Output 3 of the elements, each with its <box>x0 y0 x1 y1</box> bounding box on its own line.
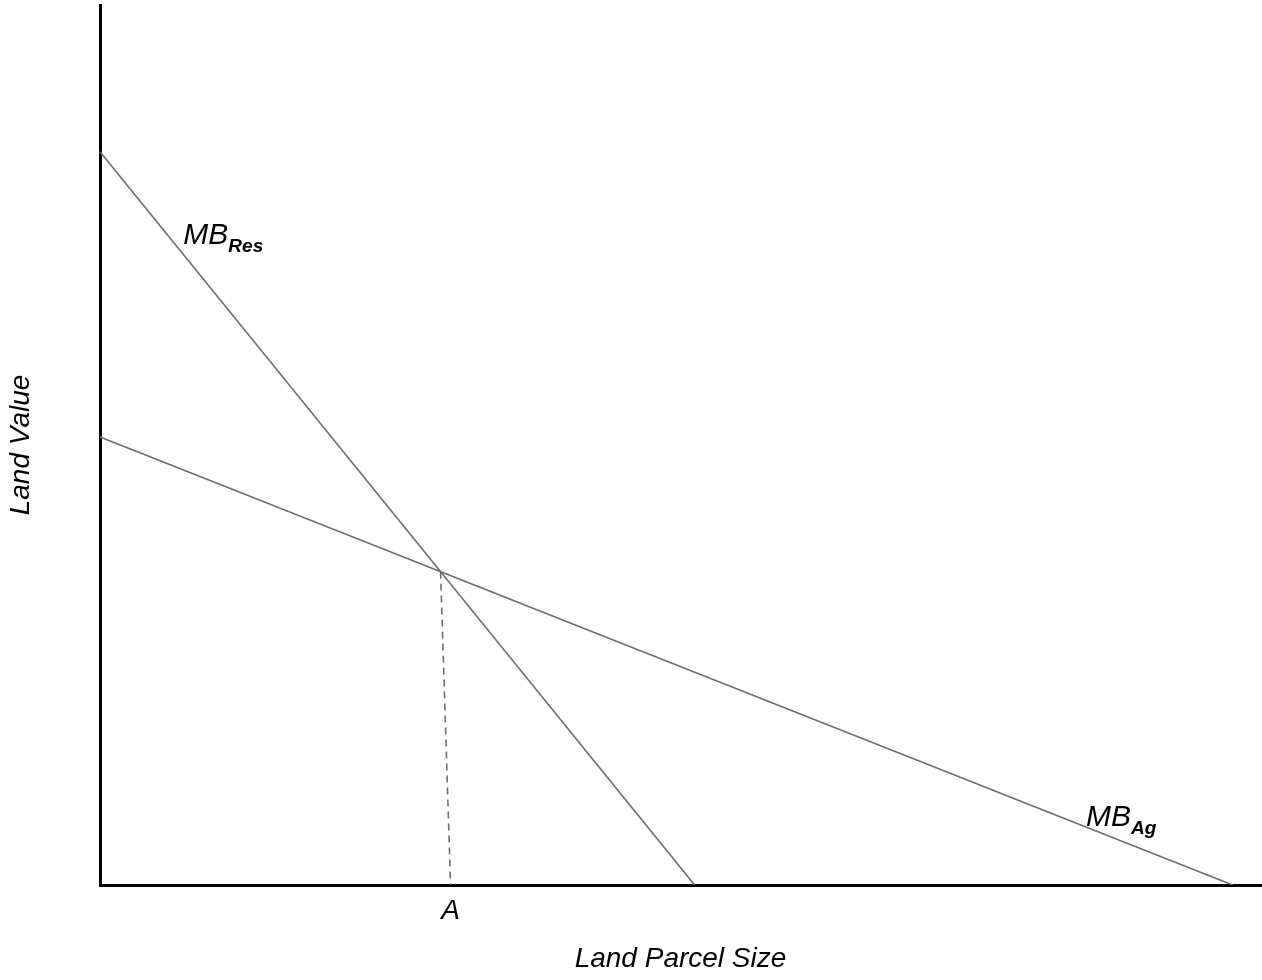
y-axis-title: Land Value <box>3 374 35 516</box>
x-axis-title: Land Parcel Size <box>574 942 787 973</box>
text: A <box>439 893 460 925</box>
